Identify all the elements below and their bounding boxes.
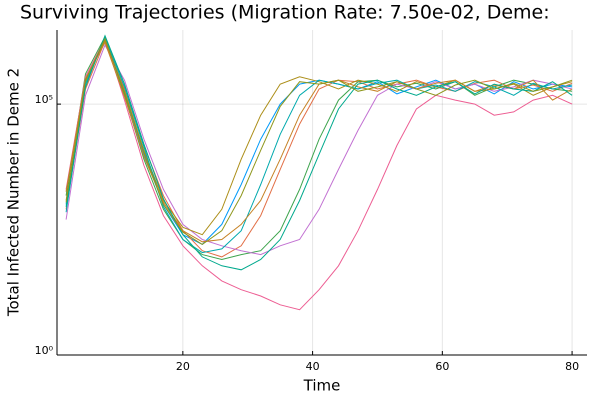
x-tick-label: 40 <box>306 360 320 373</box>
series-line <box>65 36 573 254</box>
series-line <box>65 43 573 256</box>
series-line <box>65 37 573 246</box>
series-line <box>65 34 573 271</box>
chart-title: Surviving Trajectories (Migration Rate: … <box>20 2 550 24</box>
x-tick-label: 20 <box>176 360 190 373</box>
y-tick-label: 10⁵ <box>35 93 53 106</box>
x-axis-label: Time <box>303 377 341 395</box>
y-axis-label: Total Infected Number in Deme 2 <box>5 68 23 317</box>
series-line <box>65 37 573 311</box>
y-tick-label: 10⁰ <box>35 344 54 357</box>
x-tick-label: 80 <box>565 360 579 373</box>
x-tick-label: 60 <box>435 360 449 373</box>
